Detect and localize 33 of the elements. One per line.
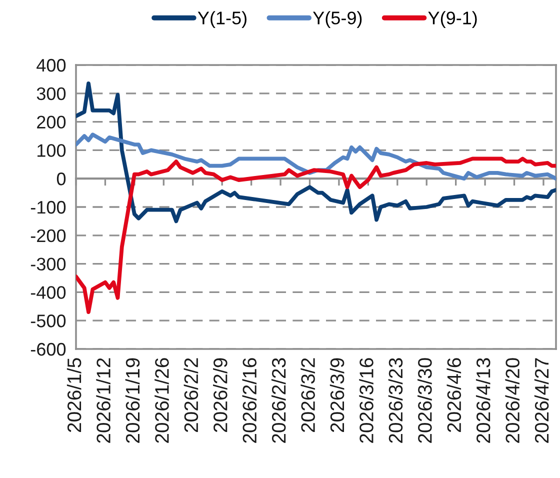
x-tick-label: 2026/1/12 bbox=[96, 358, 110, 443]
line-series bbox=[76, 82, 556, 224]
x-tick-label: 2026/1/19 bbox=[125, 358, 140, 443]
x-tick-label: 2026/2/9 bbox=[213, 358, 228, 432]
x-tick-label: 2026/4/20 bbox=[505, 358, 520, 443]
y-tick-label: -100 bbox=[30, 200, 66, 214]
x-tick-label: 2026/1/26 bbox=[154, 358, 169, 443]
y-tick-label: 200 bbox=[37, 116, 66, 129]
y-tick-label: -600 bbox=[30, 342, 66, 356]
y-tick-label: -400 bbox=[30, 286, 66, 299]
x-tick-label: 2026/2/16 bbox=[242, 358, 257, 443]
x-tick-label: 2026/2/23 bbox=[271, 358, 286, 443]
y-tick-label: -200 bbox=[30, 229, 66, 242]
legend-label: Y(9-1) bbox=[428, 11, 477, 28]
y-tick-label: -500 bbox=[30, 314, 66, 328]
y-tick-label: 100 bbox=[38, 144, 66, 157]
x-tick-label: 2026/1/5 bbox=[66, 358, 82, 432]
x-tick-label: 2026/3/23 bbox=[388, 358, 403, 443]
x-tick-label: 2026/2/2 bbox=[184, 358, 198, 432]
legend-label: Y(1-5) bbox=[198, 11, 246, 28]
y-tick-label: 300 bbox=[36, 87, 66, 100]
x-tick-label: 2026/4/27 bbox=[534, 358, 549, 443]
x-tick-label: 2026/3/9 bbox=[330, 358, 344, 432]
x-tick-label: 2026/4/6 bbox=[446, 358, 462, 432]
y-tick-label: 0 bbox=[56, 172, 66, 186]
y-tick-label: 400 bbox=[36, 58, 66, 72]
y-tick-label: -300 bbox=[30, 258, 66, 271]
legend-label: Y(5-9) bbox=[312, 11, 362, 28]
x-tick-label: 2026/3/30 bbox=[418, 358, 432, 443]
x-tick-label: 2026/4/13 bbox=[476, 358, 490, 443]
x-tick-label: 2026/3/16 bbox=[359, 358, 374, 443]
x-tick-label: 2026/3/2 bbox=[300, 358, 315, 432]
line-series bbox=[76, 156, 556, 314]
